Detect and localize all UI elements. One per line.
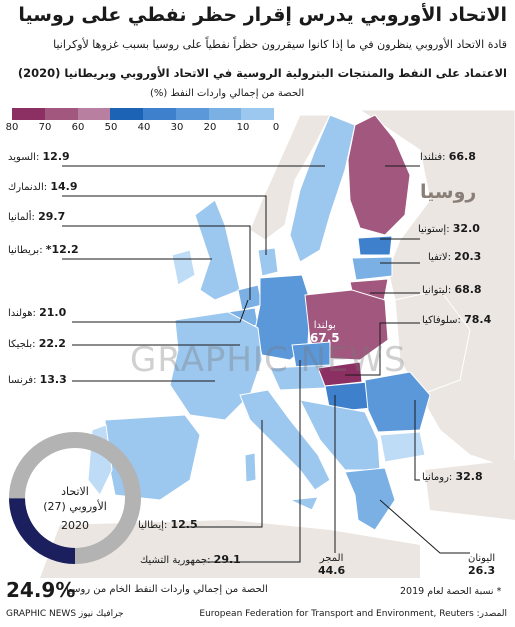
legend-swatch-50-40 <box>110 108 143 120</box>
legend-tick: 80 <box>5 122 19 133</box>
country-label-czechia: 29.1 :جمهورية التشيك <box>140 553 241 566</box>
section-title: الاعتماد على النفط والمنتجات البترولية ا… <box>17 66 507 80</box>
country-label-greece: اليونان 26.3 <box>468 553 496 577</box>
eu-share-text: الحصة من إجمالي واردات النفط الخام من رو… <box>66 584 268 595</box>
watermark: GRAPHIC NEWS <box>130 340 407 380</box>
donut-label-line1: الاتحاد <box>61 485 89 498</box>
country-label-germany: 29.7 :ألمانيا <box>8 210 66 223</box>
country-label-slovakia: 78.4 :سلوفاكيا <box>422 313 492 326</box>
leader-slovakia <box>345 322 420 376</box>
donut-label: الاتحاد الأوروبي (27) 2020 <box>38 484 112 533</box>
leader-romania <box>414 400 420 481</box>
finland-region <box>347 114 411 236</box>
country-label-estonia: 32.0 :إستونيا <box>418 222 480 235</box>
country-label-hungary: المجر 44.6 <box>318 553 346 577</box>
leader-greece <box>379 499 470 554</box>
legend-title: الحصة من إجمالي واردات النفط (%) <box>150 88 305 99</box>
north-africa-region <box>40 520 420 578</box>
legend-swatch-30-20 <box>175 108 209 120</box>
leader-czechia <box>200 360 301 563</box>
donut-russia-share <box>9 497 76 564</box>
legend-ticks: 80 70 60 50 40 30 20 10 0 <box>2 122 284 136</box>
subtitle: قادة الاتحاد الأوروبي ينظرون في ما إذا ك… <box>53 38 507 51</box>
legend-tick: 30 <box>170 122 184 133</box>
sardinia-region <box>244 452 257 483</box>
legend-color-scale <box>12 108 274 120</box>
legend-swatch-80-70 <box>12 108 45 120</box>
country-label-latvia: 20.3 :لاتفيا <box>428 250 482 263</box>
legend-tick: 50 <box>104 122 118 133</box>
leader-denmark <box>62 195 267 255</box>
italy-region <box>239 389 331 491</box>
legend-tick: 0 <box>272 122 280 133</box>
legend-swatch-60-50 <box>77 108 111 120</box>
bulgaria-region <box>379 431 426 463</box>
country-label-uk: 12.2* :بريطانيا <box>8 243 79 256</box>
legend-swatch-70-60 <box>44 108 78 120</box>
legend-tick: 20 <box>203 122 217 133</box>
estonia-region <box>357 235 393 256</box>
legend-tick: 10 <box>236 122 250 133</box>
eu-donut-chart <box>9 432 141 564</box>
country-label-denmark: 14.9 :الدنمارك <box>8 180 78 193</box>
slovakia-region <box>317 361 363 387</box>
country-label-france: 13.3 :فرنسا <box>8 373 67 386</box>
leader-italy <box>180 420 263 528</box>
donut-label-line2: الأوروبي (27) <box>43 500 107 513</box>
country-label-finland: 66.8 :فنلندا <box>420 150 476 163</box>
country-label-sweden: 12.9 :السويد <box>8 150 70 163</box>
country-label-italy: 12.5 :إيطاليا <box>138 518 198 531</box>
leader-netherlands <box>72 299 249 323</box>
donut-label-year: 2020 <box>61 519 89 532</box>
source: المصدر: European Federation for Transpor… <box>199 609 507 619</box>
romania-region <box>364 371 431 433</box>
latvia-region <box>351 256 393 281</box>
legend-swatch-10-0 <box>241 108 274 120</box>
country-label-romania: 32.8 :رومانيا <box>422 470 483 483</box>
legend-tick: 70 <box>38 122 52 133</box>
eu-share-value: 24.9% <box>6 578 76 602</box>
france-region <box>169 311 263 421</box>
legend-tick: 40 <box>137 122 151 133</box>
footnote: * نسبة الحصة لعام 2019 <box>400 586 502 597</box>
non-eu-east <box>394 289 471 396</box>
greece-region <box>344 467 396 531</box>
russia-label: روسيا <box>420 181 477 203</box>
legend-tick: 60 <box>71 122 85 133</box>
country-label-lithuania: 68.8 :ليتوانيا <box>422 283 482 296</box>
page-title: الاتحاد الأوروبي يدرس إقرار حظر نفطي على… <box>18 4 507 26</box>
legend-swatch-20-10 <box>208 108 242 120</box>
country-label-netherlands: 21.0 :هولندا <box>8 306 67 319</box>
denmark-region <box>257 247 279 277</box>
country-label-poland: بولندا 67.5 <box>310 320 340 345</box>
leader-germany <box>62 225 251 300</box>
norway-region <box>249 114 331 241</box>
turkey-region <box>425 460 515 520</box>
credit: GRAPHIC NEWS جرافيك نيوز <box>6 609 124 619</box>
sicily-region <box>288 496 319 511</box>
legend-swatch-40-30 <box>143 108 176 120</box>
germany-region <box>254 274 311 361</box>
country-label-belgium: 22.2 :بلجيكا <box>8 337 66 350</box>
